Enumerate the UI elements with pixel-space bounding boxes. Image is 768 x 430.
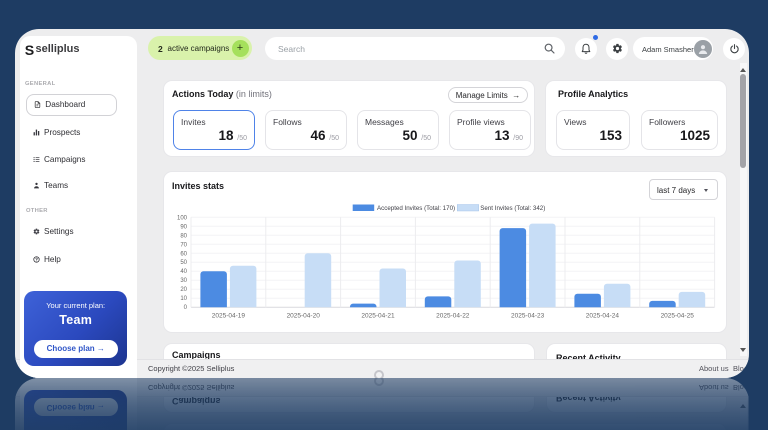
svg-text:Sent Invites (Total: 342): Sent Invites (Total: 342) [480, 205, 545, 212]
svg-text:2025-04-23: 2025-04-23 [511, 313, 545, 320]
svg-text:20: 20 [180, 287, 187, 293]
svg-text:80: 80 [180, 233, 187, 239]
svg-text:2025-04-25: 2025-04-25 [661, 313, 695, 320]
svg-text:70: 70 [180, 242, 187, 248]
svg-text:2025-04-21: 2025-04-21 [361, 313, 395, 320]
svg-text:60: 60 [180, 251, 187, 257]
svg-text:Accepted Invites (Total: 170): Accepted Invites (Total: 170) [377, 205, 455, 212]
svg-text:100: 100 [177, 215, 188, 221]
svg-text:90: 90 [180, 224, 187, 230]
svg-text:0: 0 [184, 305, 188, 311]
svg-text:2025-04-20: 2025-04-20 [287, 313, 321, 320]
svg-text:30: 30 [180, 278, 187, 284]
svg-text:2025-04-24: 2025-04-24 [586, 313, 620, 320]
svg-text:10: 10 [180, 296, 187, 302]
svg-text:2025-04-22: 2025-04-22 [436, 313, 470, 320]
svg-text:2025-04-19: 2025-04-19 [212, 313, 246, 320]
svg-text:40: 40 [180, 269, 187, 275]
svg-text:50: 50 [180, 260, 187, 266]
